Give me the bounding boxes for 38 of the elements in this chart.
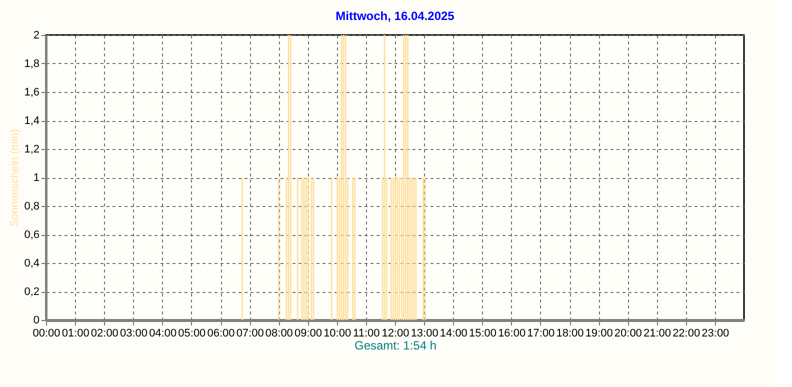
x-tick-label: 11:00 bbox=[353, 328, 380, 340]
y-tick-label: 1,6 bbox=[24, 86, 40, 98]
x-tick-label: 01:00 bbox=[62, 328, 90, 340]
x-tick-label: 08:00 bbox=[265, 328, 293, 340]
x-tick-label: 19:00 bbox=[585, 328, 613, 340]
y-tick-label: 2 bbox=[33, 30, 40, 42]
x-tick-label: 23:00 bbox=[702, 328, 730, 340]
x-tick-label: 16:00 bbox=[498, 328, 526, 340]
x-tick-label: 20:00 bbox=[614, 328, 642, 340]
y-axis-title: Sonnenschein (min) bbox=[9, 129, 22, 227]
x-tick-label: 21:00 bbox=[643, 328, 672, 340]
x-tick-label: 09:00 bbox=[294, 328, 322, 340]
x-tick-label: 04:00 bbox=[149, 328, 177, 340]
x-tick-label: 17:00 bbox=[527, 328, 555, 340]
x-tick-label: 00:00 bbox=[32, 328, 60, 340]
x-axis-title: Gesamt: 1:54 h bbox=[354, 338, 437, 352]
y-tick-label: 0,4 bbox=[24, 258, 40, 270]
y-tick-label: 1 bbox=[33, 172, 40, 184]
y-tick-label: 1,4 bbox=[24, 115, 40, 127]
x-tick-label: 22:00 bbox=[672, 328, 700, 340]
x-tick-label: 18:00 bbox=[556, 328, 584, 340]
y-tick-label: 0 bbox=[33, 314, 40, 326]
x-tick-label: 06:00 bbox=[207, 328, 235, 340]
chart-title: Mittwoch, 16.04.2025 bbox=[336, 9, 455, 23]
y-tick-label: 0,8 bbox=[24, 200, 40, 212]
x-tick-label: 10:00 bbox=[324, 328, 352, 340]
y-tick-label: 1,2 bbox=[24, 144, 40, 156]
x-tick-label: 07:00 bbox=[236, 328, 264, 340]
y-tick-label: 0,2 bbox=[24, 286, 40, 298]
y-tick-label: 0,6 bbox=[24, 229, 40, 241]
x-tick-label: 05:00 bbox=[178, 328, 206, 340]
x-tick-label: 02:00 bbox=[90, 328, 118, 340]
x-tick-label: 03:00 bbox=[120, 328, 148, 340]
x-tick-label: 13:00 bbox=[410, 328, 438, 340]
x-tick-label: 12:00 bbox=[382, 328, 410, 340]
x-tick-label: 15:00 bbox=[468, 328, 497, 340]
y-tick-label: 1,8 bbox=[24, 58, 40, 70]
x-tick-label: 14:00 bbox=[440, 328, 468, 340]
